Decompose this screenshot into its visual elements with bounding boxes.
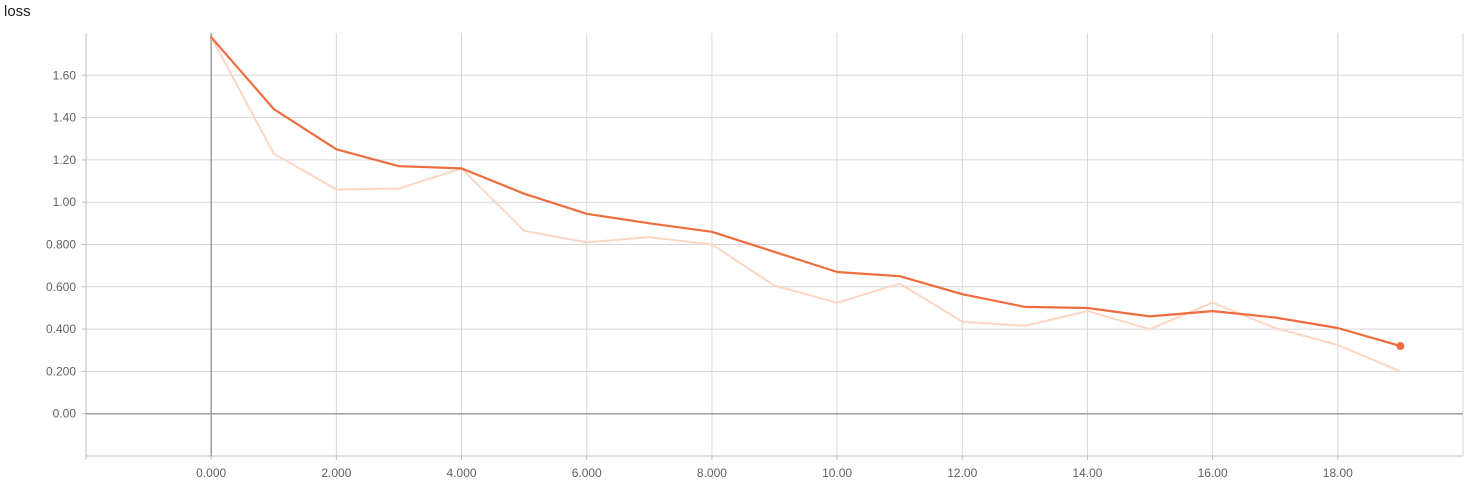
x-tick-label: 10.00 [822,466,852,480]
y-tick-label: 0.400 [46,322,76,336]
y-tick-label: 1.20 [53,153,77,167]
x-tick-label: 0.000 [196,466,226,480]
axis-layer [82,33,1463,460]
series-layer [210,36,1405,373]
x-tick-label: 14.00 [1072,466,1102,480]
x-tick-label: 18.00 [1323,466,1353,480]
x-tick-label: 12.00 [947,466,977,480]
chart-title: loss [4,3,31,20]
y-tick-label: 0.600 [46,280,76,294]
smoothed-series-line [210,36,1402,348]
y-tick-label: 0.00 [53,407,77,421]
tick-labels: 0.000 2.000 4.000 6.000 8.000 10.00 12.00 14.00… [46,68,1353,480]
x-tick-label: 8.000 [697,466,727,480]
raw-series-line [210,36,1402,373]
grid-layer [86,33,1464,456]
y-tick-label: 0.200 [46,364,76,378]
x-tick-label: 6.000 [572,466,602,480]
y-tick-label: 0.800 [46,238,76,252]
x-tick-label: 4.000 [447,466,477,480]
smoothed-data-point [1396,342,1405,351]
x-tick-label: 2.000 [321,466,351,480]
y-tick-label: 1.00 [53,195,77,209]
y-tick-label: 1.40 [53,111,77,125]
x-tick-label: 16.00 [1198,466,1228,480]
y-tick-label: 1.60 [53,68,77,82]
